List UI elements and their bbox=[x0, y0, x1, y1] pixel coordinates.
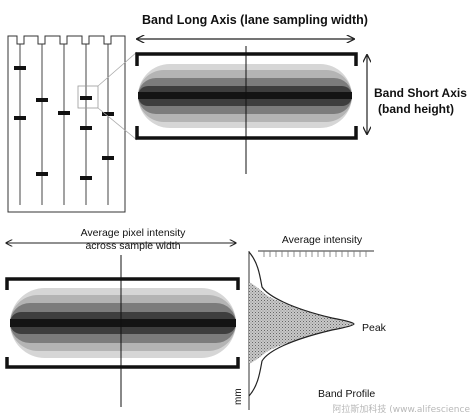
gel-lanes bbox=[7, 35, 126, 213]
gel-band bbox=[80, 96, 92, 100]
intensity-axis-ticks bbox=[263, 251, 367, 257]
short-axis-label-line2: (band height) bbox=[378, 102, 454, 116]
gel-band bbox=[80, 126, 92, 130]
zoom-line-top bbox=[97, 51, 138, 87]
gel-band bbox=[36, 172, 48, 176]
short-axis-label-line1: Band Short Axis bbox=[374, 86, 467, 100]
avg-pixel-label-line1: Average pixel intensity bbox=[81, 227, 187, 239]
peak-label: Peak bbox=[362, 322, 387, 334]
watermark: 阿拉斯加科技 (www.alifescience bbox=[332, 403, 470, 415]
gel-band bbox=[80, 176, 92, 180]
profile-curve bbox=[248, 251, 355, 397]
avg-intensity-label: Average intensity bbox=[282, 234, 363, 246]
zoomed-band-top bbox=[135, 46, 358, 174]
gel-band bbox=[102, 156, 114, 160]
band-center-line bbox=[10, 319, 236, 327]
long-axis-label: Band Long Axis (lane sampling width) bbox=[142, 13, 368, 27]
bracket-top bbox=[5, 277, 240, 290]
zoomed-band-bottom bbox=[5, 255, 240, 407]
gel-band bbox=[14, 116, 26, 120]
zoom-line-bottom bbox=[97, 107, 138, 141]
mm-label: mm bbox=[233, 388, 244, 405]
bracket-bottom bbox=[5, 357, 240, 369]
gel-band bbox=[102, 112, 114, 116]
gel-band bbox=[58, 111, 70, 115]
profile-area bbox=[249, 282, 354, 364]
gel-band bbox=[36, 98, 48, 102]
avg-pixel-label-line2: across sample width bbox=[85, 240, 180, 252]
gel-outline bbox=[7, 35, 126, 213]
selection-box bbox=[77, 85, 99, 109]
band-profile: Average intensity Peak Band Profil bbox=[233, 234, 387, 410]
band-profile-label: Band Profile bbox=[318, 388, 375, 400]
band-center-line bbox=[138, 92, 352, 99]
gel-band bbox=[14, 66, 26, 70]
